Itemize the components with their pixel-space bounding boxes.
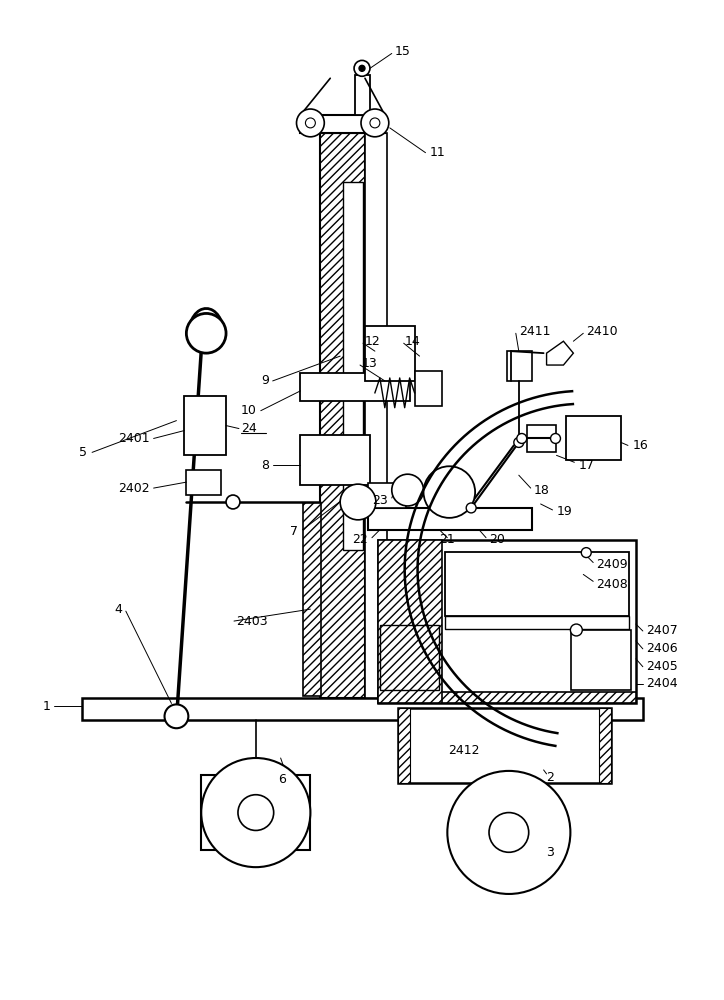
Circle shape (514, 437, 523, 447)
Text: 8: 8 (261, 459, 269, 472)
Bar (378, 540, 636, 703)
Bar (185, 396, 226, 455)
Circle shape (297, 109, 324, 137)
Circle shape (517, 434, 527, 443)
Circle shape (424, 466, 475, 518)
Text: 3: 3 (547, 846, 555, 859)
Circle shape (340, 484, 376, 520)
Circle shape (201, 758, 311, 867)
Text: 4: 4 (114, 603, 122, 616)
Text: 2402: 2402 (118, 482, 150, 495)
Circle shape (354, 60, 370, 76)
Bar (201, 775, 311, 850)
Text: 21: 21 (439, 533, 455, 546)
Bar (365, 326, 415, 381)
Text: 5: 5 (79, 446, 87, 459)
Text: 1: 1 (43, 700, 51, 713)
Text: 2409: 2409 (596, 558, 628, 571)
Bar (300, 115, 385, 133)
Circle shape (550, 434, 560, 443)
Circle shape (359, 65, 365, 71)
Bar (300, 435, 370, 485)
Text: 14: 14 (405, 335, 421, 348)
Bar (527, 425, 557, 452)
Bar (378, 540, 442, 703)
Bar (507, 351, 531, 381)
Circle shape (392, 474, 424, 506)
Bar (397, 708, 410, 783)
Text: 18: 18 (534, 484, 550, 497)
Circle shape (370, 118, 380, 128)
Circle shape (489, 813, 529, 852)
Bar (320, 133, 365, 698)
Text: 15: 15 (395, 45, 411, 58)
Circle shape (186, 313, 226, 353)
Text: 6: 6 (278, 773, 285, 786)
Bar (303, 503, 321, 696)
Text: 11: 11 (429, 146, 445, 159)
Circle shape (226, 495, 240, 509)
Bar (445, 552, 629, 616)
Text: 2408: 2408 (596, 578, 628, 591)
Text: 12: 12 (365, 335, 381, 348)
Text: 2403: 2403 (236, 615, 268, 628)
Text: 16: 16 (633, 439, 649, 452)
Text: 2410: 2410 (586, 325, 618, 338)
Text: 2404: 2404 (646, 677, 678, 690)
Text: 13: 13 (362, 357, 378, 370)
Bar (599, 708, 611, 783)
Bar (365, 133, 387, 698)
Bar (368, 508, 531, 530)
Text: 2407: 2407 (646, 624, 678, 637)
Bar (380, 625, 439, 690)
Circle shape (447, 771, 571, 894)
Bar (355, 75, 370, 115)
Bar (82, 698, 643, 720)
Text: 24: 24 (241, 422, 257, 435)
Bar (571, 630, 631, 690)
Text: 9: 9 (261, 374, 269, 387)
Polygon shape (547, 341, 573, 365)
Bar (397, 708, 611, 783)
Bar (445, 616, 629, 629)
Bar (343, 182, 363, 550)
Circle shape (306, 118, 316, 128)
Text: 20: 20 (489, 533, 505, 546)
Bar (378, 692, 636, 703)
Text: 7: 7 (290, 525, 298, 538)
Text: 2412: 2412 (448, 744, 480, 757)
Text: 17: 17 (578, 459, 594, 472)
Bar (368, 483, 405, 508)
Bar (186, 470, 221, 495)
Circle shape (581, 548, 592, 558)
Text: 19: 19 (557, 505, 572, 518)
Circle shape (361, 109, 389, 137)
Text: 22: 22 (352, 533, 368, 546)
Circle shape (238, 795, 274, 830)
Bar (300, 373, 410, 401)
Bar (566, 416, 621, 460)
Text: 2401: 2401 (118, 432, 150, 445)
Text: 10: 10 (241, 404, 257, 417)
Text: 23: 23 (372, 493, 388, 506)
Text: 2411: 2411 (519, 325, 550, 338)
Bar (415, 371, 442, 406)
Circle shape (571, 624, 582, 636)
Text: 2405: 2405 (646, 660, 678, 673)
Circle shape (466, 503, 476, 513)
Text: 2: 2 (547, 771, 555, 784)
Text: 2406: 2406 (646, 642, 678, 655)
Circle shape (164, 704, 188, 728)
